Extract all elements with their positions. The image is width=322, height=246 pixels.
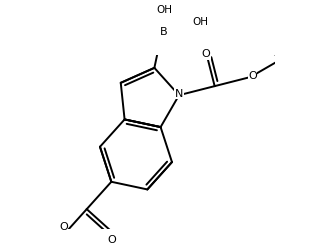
Text: B: B — [160, 27, 167, 37]
Text: N: N — [175, 89, 183, 99]
Text: O: O — [248, 71, 257, 81]
Text: OH: OH — [193, 17, 209, 27]
Text: OH: OH — [157, 5, 173, 15]
Text: O: O — [202, 49, 210, 59]
Text: O: O — [59, 222, 68, 232]
Text: O: O — [107, 235, 116, 245]
